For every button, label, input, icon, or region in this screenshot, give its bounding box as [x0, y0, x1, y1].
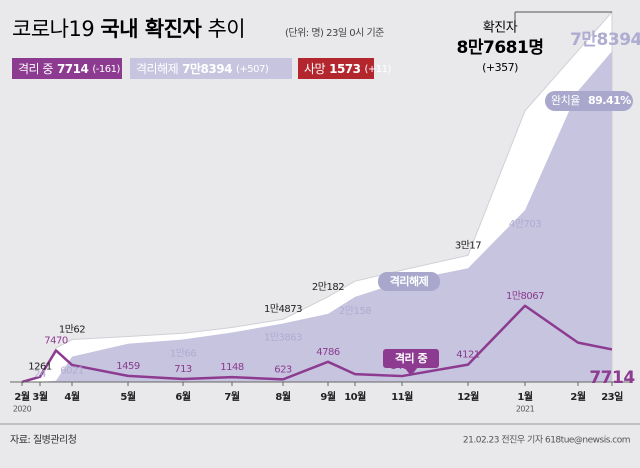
credit: 21.02.23 전진우 기자 618tue@newsis.com: [463, 435, 630, 446]
value-label: 4786: [316, 347, 340, 358]
header-change: (+357): [482, 61, 518, 74]
value-label: 1만8067: [506, 290, 544, 302]
legend-value: 7만8394: [182, 61, 232, 76]
value-label: 1만4873: [264, 303, 302, 315]
x-tick-label: 6월: [175, 391, 190, 403]
value-label: 7470: [44, 335, 68, 346]
recovery-box: [545, 91, 633, 111]
isolating-line: [21, 304, 613, 384]
x-tick-label: 23일: [601, 390, 623, 403]
legend-entry: 격리 중 7714 (-161): [18, 62, 120, 76]
header: 확진자 8만7681명 (+357): [457, 11, 612, 74]
recovery: 완치율 89.41%: [545, 91, 633, 111]
value-label: 7만8394: [570, 30, 640, 50]
legend-change: (-161): [92, 64, 120, 75]
value-label: 24: [34, 369, 46, 380]
legend-label: 격리 중: [18, 62, 53, 76]
value-label: 1만3863: [264, 332, 302, 344]
x-tick-label: 2월: [570, 391, 585, 403]
label-box: [378, 272, 440, 291]
value-label: 1261: [28, 362, 52, 373]
legend-entry: 격리해제 7만8394 (+507): [136, 61, 269, 76]
title-part: 국내 확진자: [100, 17, 202, 41]
title-part: 추이: [207, 17, 245, 41]
recovery-value: 89.41%: [588, 94, 631, 107]
legend-value: 1573: [329, 62, 361, 76]
legend-value: 7714: [57, 62, 89, 76]
value-label: 3만17: [455, 239, 481, 251]
value-label: 7714: [589, 368, 635, 388]
title-part: 코로나19: [12, 17, 94, 41]
value-label: 4만703: [509, 218, 541, 230]
x-tick-label: 11월: [391, 391, 413, 403]
subtitle: (단위: 명) 23일 0시 기준: [285, 26, 384, 39]
legend-entry: 사망 1573 (+11): [304, 62, 392, 76]
value-label: 1459: [116, 361, 140, 372]
chart-title: 코로나19 국내 확진자 추이: [12, 17, 245, 41]
x-tick-label: 10월: [344, 391, 366, 403]
x-tick-label: 12월: [457, 391, 479, 403]
value-label: 2만158: [339, 305, 371, 317]
value-label: 713: [174, 364, 192, 375]
x-tick-label: 7월: [224, 391, 239, 403]
area-label: 격리해제: [390, 274, 429, 288]
value-label: 623: [274, 364, 292, 375]
legend-box: [298, 58, 374, 79]
legend-label: 격리해제: [136, 62, 178, 76]
x-tick-label: 1월: [517, 391, 532, 403]
pointer: [404, 367, 418, 376]
value-label: 4121: [456, 350, 480, 361]
source: 자료: 질병관리청: [10, 434, 76, 446]
line-label: 격리 중: [395, 351, 428, 365]
value-label: 6021: [60, 366, 84, 377]
legend-box: [130, 58, 292, 79]
header-label: 확진자: [483, 21, 518, 36]
x-tick-label: 3월: [32, 391, 47, 403]
value-label: 2만182: [312, 281, 344, 293]
legend-box: [12, 58, 122, 79]
x-tick-label: 9월: [320, 391, 335, 403]
x-tick-label: 8월: [275, 391, 290, 403]
legend-label: 사망: [304, 62, 326, 76]
year-label: 2020: [13, 405, 32, 414]
x-tick-label: 5월: [120, 391, 135, 403]
x-tick-label: 4월: [64, 391, 79, 403]
plot: 1261 1만62 1만4873 2만182 3만17 24 6021 1만66 1만3863 2…: [10, 10, 640, 414]
released-area: [22, 51, 612, 383]
legend-change: (+11): [365, 64, 392, 75]
value-label: 1만66: [170, 348, 196, 360]
x-tick-label: 2월: [14, 391, 29, 403]
legend-change: (+507): [236, 64, 269, 75]
recovery-label: 완치율: [551, 94, 580, 107]
label-box: [383, 349, 439, 368]
value-label: 1만62: [59, 324, 85, 336]
series-label: 격리해제 격리 중: [378, 272, 440, 376]
year-label: 2021: [516, 405, 535, 414]
header-total: 8만7681명: [457, 38, 544, 58]
legend: 격리 중 7714 (-161) 격리해제 7만8394 (+507) 사망 1573 (+11…: [12, 58, 392, 79]
value-label: 1148: [220, 362, 244, 373]
